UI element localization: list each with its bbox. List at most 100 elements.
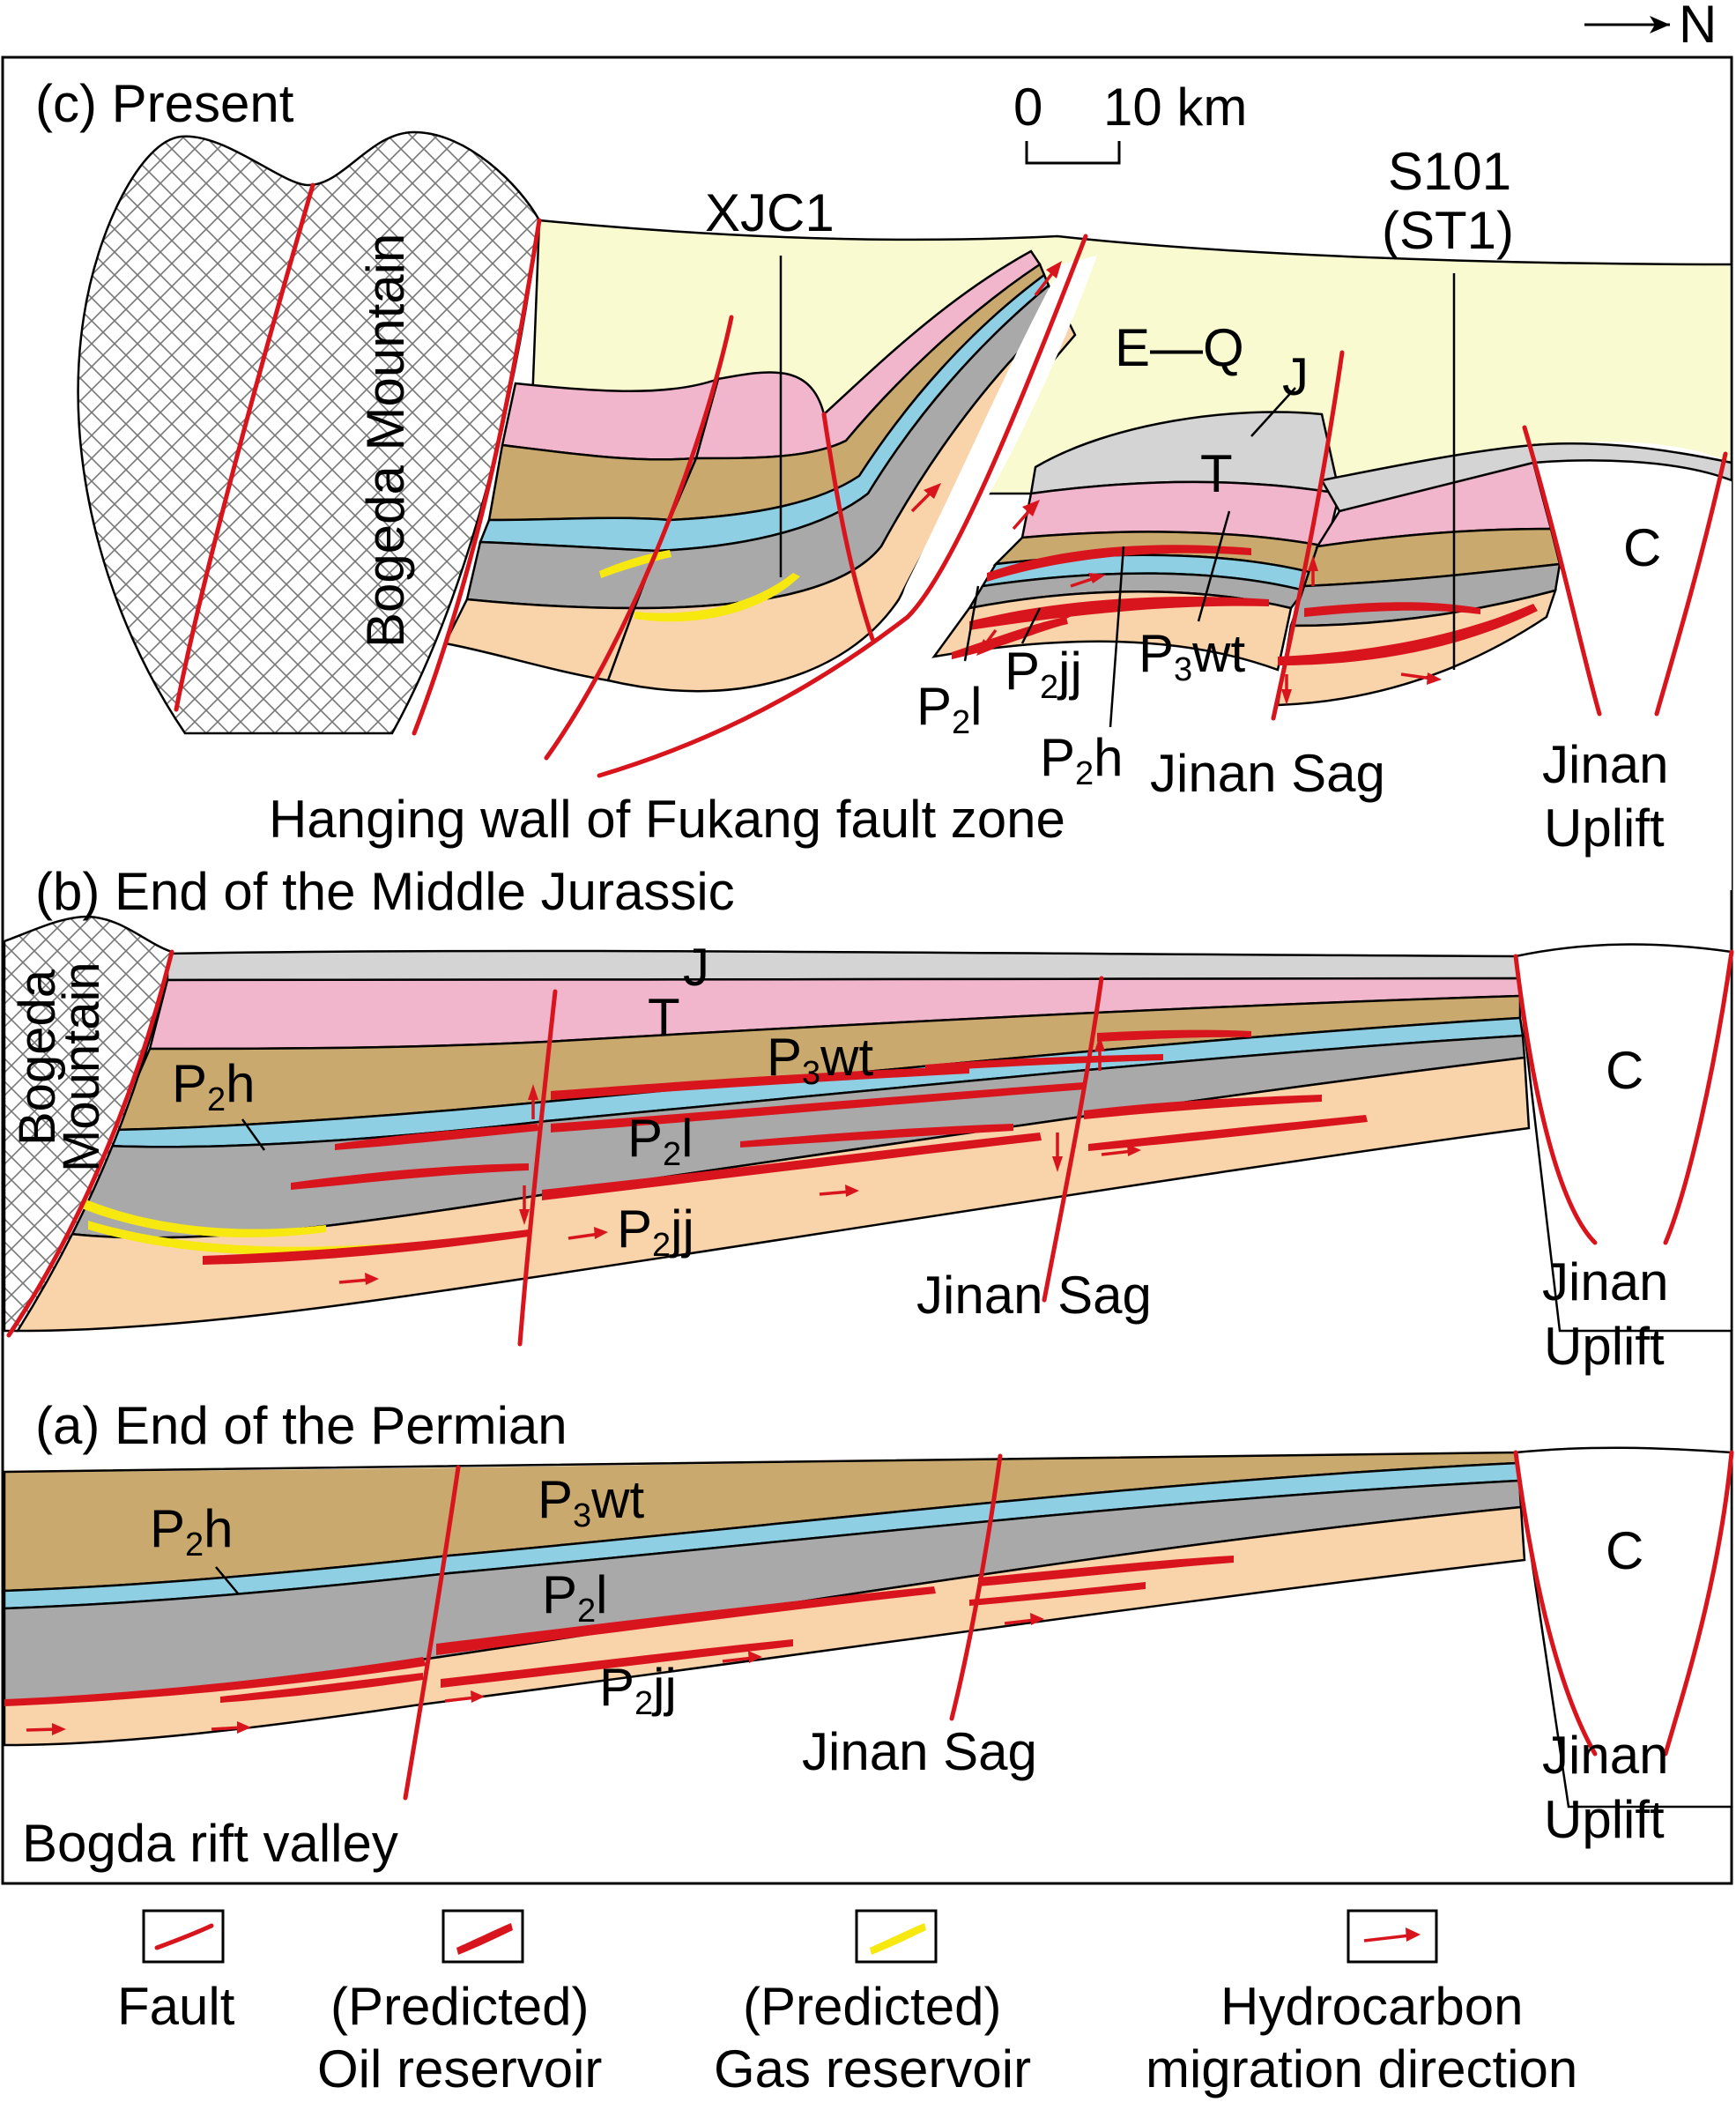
panel-b-gas-reservoir bbox=[84, 1199, 326, 1237]
panel-a-oil-reservoir bbox=[441, 1639, 793, 1688]
panel-b-t-label: T bbox=[648, 988, 680, 1047]
panel-c-gas-reservoir bbox=[634, 573, 800, 622]
panel-a-sag-label: Jinan Sag bbox=[802, 1722, 1037, 1781]
panel-a-uplift-label-1: Jinan bbox=[1542, 1726, 1668, 1785]
legend-item-migration-direction: Hydrocarbon migration direction bbox=[1146, 1909, 1577, 2098]
panel-a-fault bbox=[1663, 1450, 1734, 1757]
panel-a-fault bbox=[1513, 1450, 1598, 1757]
panel-b-oil-reservoir bbox=[291, 1163, 529, 1190]
panel-c-oil-reservoir bbox=[969, 597, 1269, 630]
panel-b-fault bbox=[1042, 976, 1104, 1303]
panel-a-p2jj-label: P2jj bbox=[599, 1658, 677, 1722]
panel-a-title: (a) End of the Permian bbox=[35, 1396, 568, 1455]
panel-b-fault bbox=[6, 949, 174, 1338]
panel-c-left-block-p2l bbox=[465, 540, 658, 610]
panel-c-p2l-label: P2l bbox=[916, 677, 983, 741]
panel-c-fault bbox=[544, 315, 734, 761]
panel-c-leader-j bbox=[1250, 387, 1296, 437]
legend-item-oil-reservoir: (Predicted) Oil reservoir bbox=[317, 1909, 602, 2098]
legend-oil-label-1: (Predicted) bbox=[330, 1977, 589, 2036]
panel-c-leader-p2jj bbox=[1020, 607, 1042, 644]
panel-c-uplift-label-2: Uplift bbox=[1544, 798, 1665, 858]
panel-a-oil-reservoir bbox=[969, 1582, 1146, 1606]
panel-c-title: (c) Present bbox=[35, 74, 294, 133]
panel-b-title: (b) End of the Middle Jurassic bbox=[35, 862, 735, 921]
panel-a-oil-reservoir bbox=[978, 1556, 1234, 1586]
panel-c-oil-reservoir bbox=[1304, 602, 1480, 617]
legend: Fault (Predicted) Oil reservoir (Predict… bbox=[117, 1909, 1577, 2098]
panel-c-fault bbox=[1522, 425, 1602, 717]
panel-a-rift-label: Bogda rift valley bbox=[22, 1814, 398, 1873]
panel-c-right-j bbox=[1320, 442, 1733, 513]
panel-c-c-label: C bbox=[1623, 518, 1661, 577]
panel-a-fault bbox=[403, 1465, 461, 1801]
panel-c-oil-reservoir bbox=[1278, 604, 1538, 665]
panel-c-t-label: T bbox=[1200, 444, 1233, 503]
legend-migration-label-1: Hydrocarbon bbox=[1220, 1977, 1524, 2036]
panel-c-left-block-t bbox=[501, 376, 720, 461]
north-arrow: N bbox=[1584, 0, 1717, 54]
panel-b-leader-p2h bbox=[241, 1118, 266, 1151]
panel-c-p2h-label: P2h bbox=[1040, 728, 1124, 792]
panel-c-fault bbox=[412, 218, 542, 736]
panel-b-p2h-label: P2h bbox=[172, 1054, 256, 1118]
scale-value: 10 km bbox=[1103, 78, 1247, 137]
panel-c-leader-p3wt bbox=[1197, 510, 1231, 622]
panel-a-oil-reservoir bbox=[436, 1586, 936, 1655]
panel-c-left-block-p2jj bbox=[443, 598, 636, 682]
legend-fault-label: Fault bbox=[117, 1977, 235, 2036]
scale-bar bbox=[1025, 141, 1121, 165]
panel-c-leader-p2l bbox=[963, 585, 980, 662]
panel-c-present: 0 10 km (c) Present Bogeda Mountain XJC1… bbox=[35, 74, 1733, 890]
panel-b-mountain-label-2: Mountain bbox=[53, 962, 110, 1172]
panel-b-j-layer bbox=[166, 949, 1522, 982]
panel-a-oil-reservoir bbox=[220, 1673, 423, 1703]
panel-c-fault bbox=[174, 182, 315, 712]
legend-item-gas-reservoir: (Predicted) Gas reservoir bbox=[714, 1909, 1031, 2098]
legend-item-fault: Fault bbox=[117, 1909, 235, 2036]
panel-b-p3wt-label: P3wt bbox=[767, 1028, 874, 1092]
panel-a-oil-reservoir bbox=[4, 1657, 427, 1706]
legend-gas-label-2: Gas reservoir bbox=[714, 2039, 1031, 2098]
panel-c-j-label: J bbox=[1282, 347, 1309, 406]
panel-c-p3wt-label: P3wt bbox=[1139, 624, 1246, 688]
panel-c-uplift-label-1: Jinan bbox=[1542, 735, 1668, 794]
panel-b-oil-reservoir bbox=[1097, 1029, 1251, 1042]
panel-a-p2l-label: P2l bbox=[542, 1565, 608, 1630]
panel-b-sag-label: Jinan Sag bbox=[916, 1266, 1152, 1325]
well-s101-alias-label: (ST1) bbox=[1382, 201, 1514, 260]
panel-b-fault bbox=[1663, 949, 1734, 1245]
panel-b-oil-reservoir bbox=[203, 1229, 529, 1265]
legend-oil-label-2: Oil reservoir bbox=[317, 2039, 602, 2098]
panel-a-migration-arrows bbox=[26, 1613, 1044, 1735]
panel-b-uplift-label-2: Uplift bbox=[1544, 1317, 1665, 1376]
panel-c-eq-label: E—Q bbox=[1115, 318, 1244, 377]
panel-b-c-label: C bbox=[1606, 1041, 1643, 1100]
panel-c-hanging-wall-label: Hanging wall of Fukang fault zone bbox=[269, 790, 1065, 849]
panel-b-oil-reservoir bbox=[1084, 1095, 1322, 1119]
panel-c-mountain-label: Bogeda Mountain bbox=[356, 234, 415, 648]
panel-b-migration-arrows bbox=[338, 1036, 1141, 1285]
panel-b-fault bbox=[517, 989, 558, 1347]
panel-b-p2jj-layer bbox=[15, 1056, 1531, 1333]
panel-a-fault bbox=[949, 1453, 1003, 1721]
panel-b-oil-reservoir bbox=[1088, 1115, 1368, 1151]
panel-a-uplift-label-2: Uplift bbox=[1544, 1790, 1665, 1849]
panel-c-fault bbox=[821, 412, 875, 642]
panel-c-leader-p2h bbox=[1109, 546, 1125, 728]
panel-a-p2h-label: P2h bbox=[150, 1499, 234, 1564]
panel-b-middle-jurassic: (b) End of the Middle Jurassic Bogeda Mo… bbox=[3, 862, 1734, 1376]
legend-gas-label-1: (Predicted) bbox=[743, 1977, 1001, 2036]
panel-b-oil-reservoir bbox=[925, 1054, 1163, 1071]
north-label: N bbox=[1679, 0, 1717, 54]
panel-c-fault bbox=[1654, 451, 1728, 717]
scale-zero: 0 bbox=[1013, 78, 1042, 137]
panel-b-oil-reservoir bbox=[551, 1082, 1086, 1133]
panel-b-fault bbox=[1513, 954, 1598, 1245]
panel-a-end-of-permian: (a) End of the Permian C P2h P3wt P2l P2… bbox=[3, 1396, 1734, 1873]
panel-b-uplift-label-1: Jinan bbox=[1542, 1252, 1668, 1311]
panel-b-j-label: J bbox=[683, 938, 709, 997]
panel-b-oil-reservoir bbox=[740, 1124, 1013, 1148]
panel-c-migration-arrows bbox=[910, 261, 1442, 705]
